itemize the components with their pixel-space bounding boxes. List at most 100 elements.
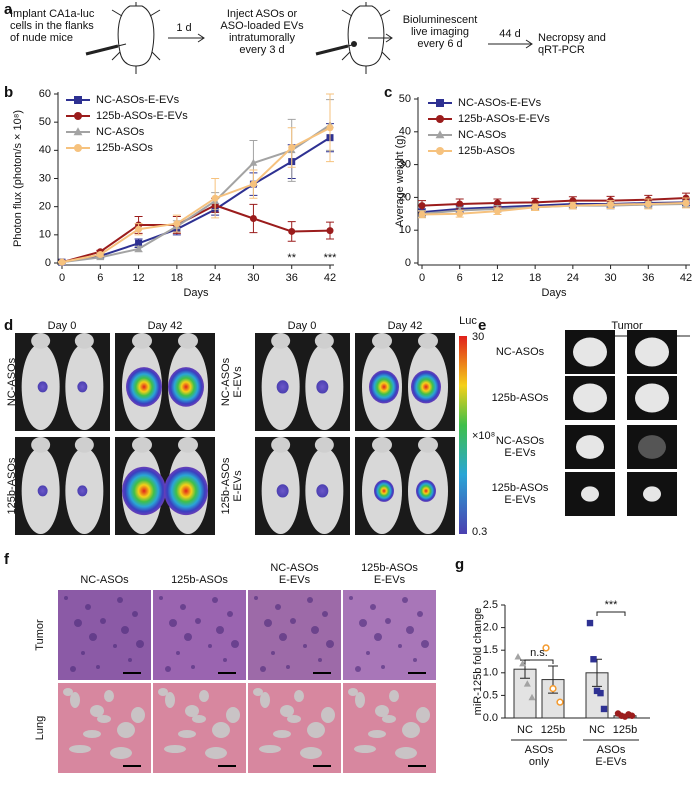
alveolus <box>199 690 209 702</box>
legend-label: NC-ASOs <box>458 129 507 141</box>
marker <box>493 207 501 215</box>
x-tick-label: 30 <box>247 272 259 284</box>
mouse-head <box>418 437 438 453</box>
series-line <box>421 197 687 207</box>
mouse-icon <box>315 2 391 74</box>
day-label: Day 0 <box>48 320 77 332</box>
x-tick-label: 125b <box>541 724 565 736</box>
x-tick-label: 6 <box>97 272 103 284</box>
marker <box>288 144 296 152</box>
group-label: E-EVs <box>595 756 627 768</box>
arrow-label: 44 d <box>499 28 520 40</box>
x-tick-label: 18 <box>171 272 183 284</box>
marker <box>597 689 604 697</box>
nucleus <box>370 604 376 610</box>
group-label: ASOs <box>525 744 554 756</box>
syringe <box>85 44 119 56</box>
series-line <box>61 126 331 264</box>
step-text: of nude mice <box>10 32 73 44</box>
step-text: Bioluminescent <box>403 14 478 26</box>
alveolus <box>354 745 376 753</box>
group-label: ASOs <box>597 744 626 756</box>
luminescence <box>416 479 436 502</box>
tumor <box>573 337 607 367</box>
marker <box>456 200 464 208</box>
legend-marker <box>436 115 444 123</box>
alveolus <box>260 692 270 708</box>
y-tick-label: 30 <box>39 172 51 184</box>
legend-marker <box>436 147 444 155</box>
marker <box>326 227 334 235</box>
group-label: NC-ASOs <box>496 435 545 447</box>
alveolus <box>402 722 420 738</box>
nucleus <box>286 665 290 669</box>
legend-marker <box>74 144 82 152</box>
colorbar-max: 30 <box>472 331 484 343</box>
marker <box>586 619 594 627</box>
day-label: Day 42 <box>388 320 423 332</box>
y-tick-label: 1.5 <box>483 644 498 656</box>
tumor <box>635 383 669 413</box>
alveolus <box>110 747 132 759</box>
nucleus <box>165 666 171 672</box>
x-tick-label: 0 <box>419 272 425 284</box>
mouse-head <box>418 333 438 349</box>
x-tick-label: 24 <box>209 272 221 284</box>
marker <box>249 180 257 188</box>
legend-label: 125b-ASOs <box>458 145 515 157</box>
luminescence <box>37 485 48 497</box>
step-text: every 6 d <box>417 38 462 50</box>
alveolus <box>416 707 430 723</box>
marker <box>600 705 608 713</box>
nucleus <box>208 644 212 648</box>
step-text: ASO-loaded EVs <box>220 20 304 32</box>
alveolus <box>389 690 399 702</box>
column-label: 125b-ASOs <box>171 574 228 586</box>
x-tick-label: 24 <box>567 272 579 284</box>
nucleus <box>421 640 429 648</box>
row-label: Lung <box>34 716 46 740</box>
y-tick-label: 0 <box>405 257 411 269</box>
nucleus <box>322 611 328 617</box>
marker <box>418 210 426 218</box>
histology-tumor <box>248 590 341 680</box>
panel-letter: a <box>4 1 13 18</box>
alveolus <box>83 730 101 738</box>
mouse-head <box>271 333 291 349</box>
step-text: Inject ASOs or <box>227 8 298 20</box>
alveolus <box>259 745 281 753</box>
mouse-body <box>347 5 385 67</box>
bracket <box>524 659 554 664</box>
legend-label: 125b-ASOs-E-EVs <box>96 110 188 122</box>
luminescence <box>276 484 289 498</box>
marker <box>628 712 636 719</box>
x-tick-label: 0 <box>59 272 65 284</box>
nucleus <box>381 665 385 669</box>
panel-letter: g <box>455 556 464 573</box>
nucleus <box>184 633 192 641</box>
series-line <box>61 136 331 264</box>
marker <box>288 227 296 235</box>
annotation: n.s. <box>530 647 548 659</box>
marker <box>682 199 690 207</box>
y-tick-label: 10 <box>39 229 51 241</box>
marker <box>644 200 652 208</box>
alveolus <box>97 715 111 723</box>
nucleus <box>159 596 163 600</box>
nucleus <box>359 619 367 627</box>
legend-label: 125b-ASOs-E-EVs <box>458 113 550 125</box>
marker <box>249 214 257 222</box>
nucleus <box>85 604 91 610</box>
marker <box>135 225 143 233</box>
arrow <box>488 39 533 49</box>
legend-marker <box>74 112 82 120</box>
mouse-icon <box>85 2 161 74</box>
legend-marker <box>73 127 83 136</box>
marker <box>607 201 615 209</box>
tumor <box>635 337 669 367</box>
nucleus <box>195 618 201 624</box>
y-tick-label: 20 <box>399 191 411 203</box>
marker <box>514 653 522 660</box>
nucleus <box>64 596 68 600</box>
mouse-head <box>178 333 198 349</box>
